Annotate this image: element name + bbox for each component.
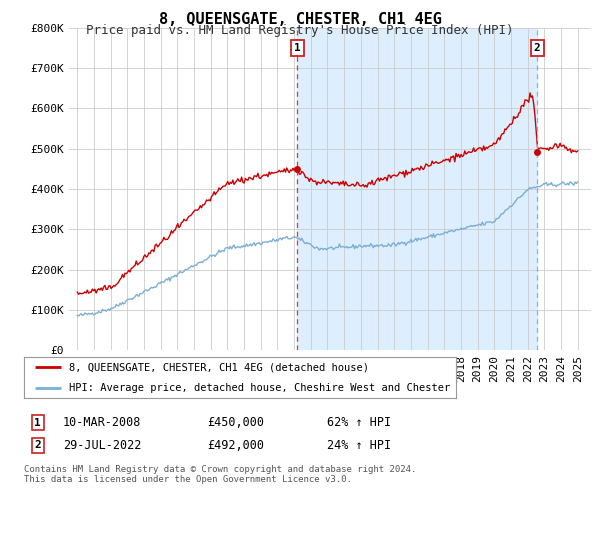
Text: 29-JUL-2022: 29-JUL-2022 [63,438,142,452]
Text: 1: 1 [34,418,41,428]
Text: £492,000: £492,000 [207,438,264,452]
Bar [298,28,537,350]
Text: £450,000: £450,000 [207,416,264,430]
Text: 8, QUEENSGATE, CHESTER, CH1 4EG: 8, QUEENSGATE, CHESTER, CH1 4EG [158,12,442,27]
Text: 1: 1 [294,43,301,53]
Text: Contains HM Land Registry data © Crown copyright and database right 2024.
This d: Contains HM Land Registry data © Crown c… [24,465,416,484]
Text: 10-MAR-2008: 10-MAR-2008 [63,416,142,430]
Text: 62% ↑ HPI: 62% ↑ HPI [327,416,391,430]
Text: 2: 2 [534,43,541,53]
Text: HPI: Average price, detached house, Cheshire West and Chester: HPI: Average price, detached house, Ches… [70,382,451,393]
Text: 8, QUEENSGATE, CHESTER, CH1 4EG (detached house): 8, QUEENSGATE, CHESTER, CH1 4EG (detache… [70,362,370,372]
Text: Price paid vs. HM Land Registry's House Price Index (HPI): Price paid vs. HM Land Registry's House … [86,24,514,37]
Text: 2: 2 [34,440,41,450]
Text: 24% ↑ HPI: 24% ↑ HPI [327,438,391,452]
